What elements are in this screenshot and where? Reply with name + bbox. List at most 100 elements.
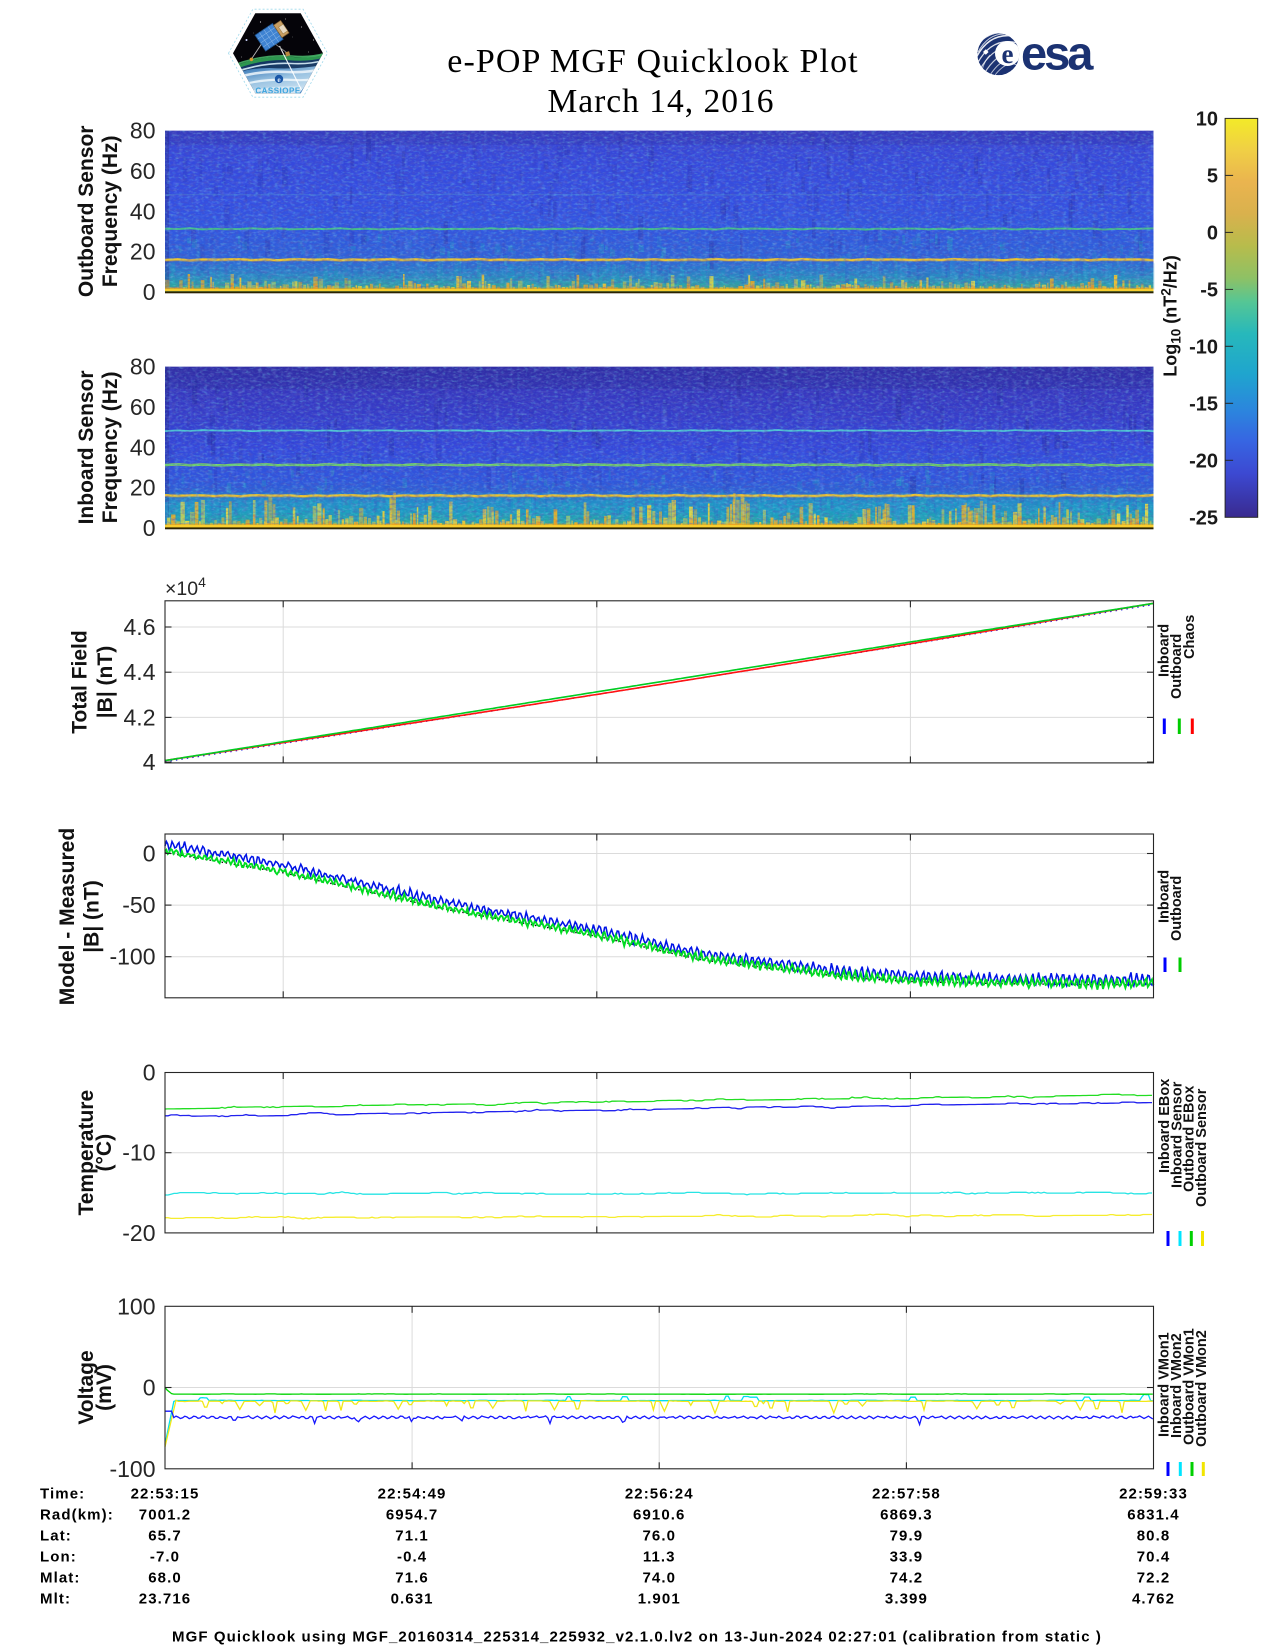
svg-text:72.2: 72.2 — [1137, 1570, 1171, 1587]
svg-text:Outboard VMon1: Outboard VMon1 — [1182, 1328, 1198, 1445]
svg-text:Lon:: Lon: — [40, 1549, 77, 1566]
svg-text:esa: esa — [1021, 27, 1094, 80]
svg-text:0: 0 — [143, 1375, 156, 1401]
svg-text:60: 60 — [130, 158, 156, 184]
svg-text:Mlat:: Mlat: — [40, 1570, 81, 1587]
svg-text:6869.3: 6869.3 — [880, 1507, 932, 1524]
svg-text:1.901: 1.901 — [638, 1591, 681, 1608]
svg-text:Frequency (Hz): Frequency (Hz) — [99, 135, 122, 287]
svg-text:11.3: 11.3 — [643, 1549, 676, 1566]
svg-text:79.9: 79.9 — [890, 1528, 924, 1545]
svg-text:74.0: 74.0 — [642, 1570, 676, 1587]
svg-text:Inboard Sensor: Inboard Sensor — [75, 370, 98, 524]
svg-text:20: 20 — [130, 475, 156, 501]
svg-text:(mV): (mV) — [93, 1364, 116, 1411]
svg-text:Chaos: Chaos — [1182, 615, 1198, 659]
svg-text:0: 0 — [1207, 222, 1218, 244]
svg-text:-5: -5 — [1200, 279, 1218, 301]
svg-text:6954.7: 6954.7 — [386, 1507, 438, 1524]
svg-text:e: e — [277, 75, 281, 84]
svg-text:22:53:15: 22:53:15 — [131, 1486, 200, 1503]
svg-text:5: 5 — [1207, 165, 1218, 187]
svg-text:Inboard VMon2: Inboard VMon2 — [1169, 1333, 1185, 1438]
svg-text:3.399: 3.399 — [885, 1591, 928, 1608]
svg-text:22:59:33: 22:59:33 — [1119, 1486, 1188, 1503]
svg-text:Voltage: Voltage — [75, 1350, 98, 1424]
svg-text:Outboard Sensor: Outboard Sensor — [1194, 1088, 1210, 1207]
svg-text:Inboard Sensor: Inboard Sensor — [1170, 1081, 1186, 1188]
svg-text:0: 0 — [143, 515, 156, 541]
svg-text:-25: -25 — [1189, 507, 1218, 529]
svg-text:33.9: 33.9 — [890, 1549, 924, 1566]
svg-text:40: 40 — [130, 198, 156, 224]
svg-text:March 14, 2016: March 14, 2016 — [547, 83, 774, 120]
svg-text:Rad(km):: Rad(km): — [40, 1507, 114, 1524]
svg-text:70.4: 70.4 — [1137, 1549, 1171, 1566]
svg-text:Inboard: Inboard — [1157, 624, 1173, 677]
svg-text:10: 10 — [1196, 108, 1218, 130]
svg-text:60: 60 — [130, 394, 156, 420]
svg-text:80: 80 — [130, 118, 156, 144]
svg-text:71.1: 71.1 — [395, 1528, 429, 1545]
svg-text:Outboard: Outboard — [1169, 876, 1185, 941]
svg-text:MGF Quicklook using MGF_201603: MGF Quicklook using MGF_20160314_225314_… — [172, 1629, 1102, 1646]
svg-text:23.716: 23.716 — [139, 1591, 191, 1608]
svg-text:4.2: 4.2 — [124, 704, 156, 730]
svg-text:74.2: 74.2 — [890, 1570, 924, 1587]
svg-text:20: 20 — [130, 239, 156, 265]
svg-text:71.6: 71.6 — [395, 1570, 429, 1587]
svg-text:68.0: 68.0 — [148, 1570, 182, 1587]
svg-text:4.6: 4.6 — [124, 614, 156, 640]
svg-text:Log10 (nT2/Hz): Log10 (nT2/Hz) — [1159, 255, 1184, 377]
svg-text:-7.0: -7.0 — [150, 1549, 180, 1566]
svg-text:-20: -20 — [1189, 450, 1218, 472]
svg-text:-0.4: -0.4 — [397, 1549, 427, 1566]
svg-text:22:54:49: 22:54:49 — [378, 1486, 447, 1503]
svg-text:76.0: 76.0 — [642, 1528, 676, 1545]
svg-text:-50: -50 — [122, 892, 155, 918]
svg-text:0: 0 — [143, 279, 156, 305]
svg-text:65.7: 65.7 — [148, 1528, 182, 1545]
svg-text:-100: -100 — [109, 944, 155, 970]
svg-text:|B| (nT): |B| (nT) — [81, 880, 104, 952]
svg-text:22:57:58: 22:57:58 — [872, 1486, 941, 1503]
svg-text:Outboard Sensor: Outboard Sensor — [75, 126, 98, 298]
svg-text:e-POP MGF Quicklook Plot: e-POP MGF Quicklook Plot — [447, 43, 858, 80]
svg-text:0: 0 — [143, 841, 156, 867]
svg-text:|B| (nT): |B| (nT) — [94, 646, 117, 718]
svg-text:4.762: 4.762 — [1132, 1591, 1175, 1608]
svg-text:Inboard VMon1: Inboard VMon1 — [1157, 1332, 1173, 1437]
svg-text:80.8: 80.8 — [1137, 1528, 1171, 1545]
svg-text:Model - Measured: Model - Measured — [56, 828, 79, 1005]
svg-text:Outboard: Outboard — [1169, 634, 1185, 699]
svg-text:100: 100 — [117, 1293, 155, 1319]
svg-text:Outboard EBox: Outboard EBox — [1182, 1086, 1198, 1192]
svg-text:Inboard: Inboard — [1157, 870, 1173, 923]
svg-text:-15: -15 — [1189, 393, 1218, 415]
svg-text:-100: -100 — [109, 1456, 155, 1482]
svg-text:CASSIOPE: CASSIOPE — [255, 87, 301, 96]
svg-text:4.4: 4.4 — [124, 659, 156, 685]
svg-text:Mlt:: Mlt: — [40, 1591, 71, 1608]
svg-text:80: 80 — [130, 354, 156, 380]
svg-text:Outboard VMon2: Outboard VMon2 — [1194, 1330, 1210, 1447]
svg-text:6910.6: 6910.6 — [633, 1507, 685, 1524]
svg-text:0: 0 — [143, 1060, 156, 1086]
svg-text:(°C): (°C) — [93, 1134, 116, 1172]
svg-text:22:56:24: 22:56:24 — [625, 1486, 694, 1503]
svg-text:Time:: Time: — [40, 1486, 85, 1503]
svg-text:Total Field: Total Field — [69, 630, 92, 733]
svg-text:-10: -10 — [122, 1140, 155, 1166]
svg-text:40: 40 — [130, 434, 156, 460]
svg-text:e: e — [1002, 39, 1014, 69]
svg-text:Lat:: Lat: — [40, 1528, 72, 1545]
svg-text:Frequency (Hz): Frequency (Hz) — [99, 372, 122, 524]
svg-text:-20: -20 — [122, 1220, 155, 1246]
svg-text:Temperature: Temperature — [75, 1090, 98, 1216]
svg-text:6831.4: 6831.4 — [1127, 1507, 1179, 1524]
svg-text:-10: -10 — [1189, 336, 1218, 358]
svg-text:7001.2: 7001.2 — [139, 1507, 191, 1524]
svg-text:0.631: 0.631 — [391, 1591, 434, 1608]
svg-text:4: 4 — [143, 749, 156, 775]
svg-text:Inboard EBox: Inboard EBox — [1157, 1079, 1173, 1173]
